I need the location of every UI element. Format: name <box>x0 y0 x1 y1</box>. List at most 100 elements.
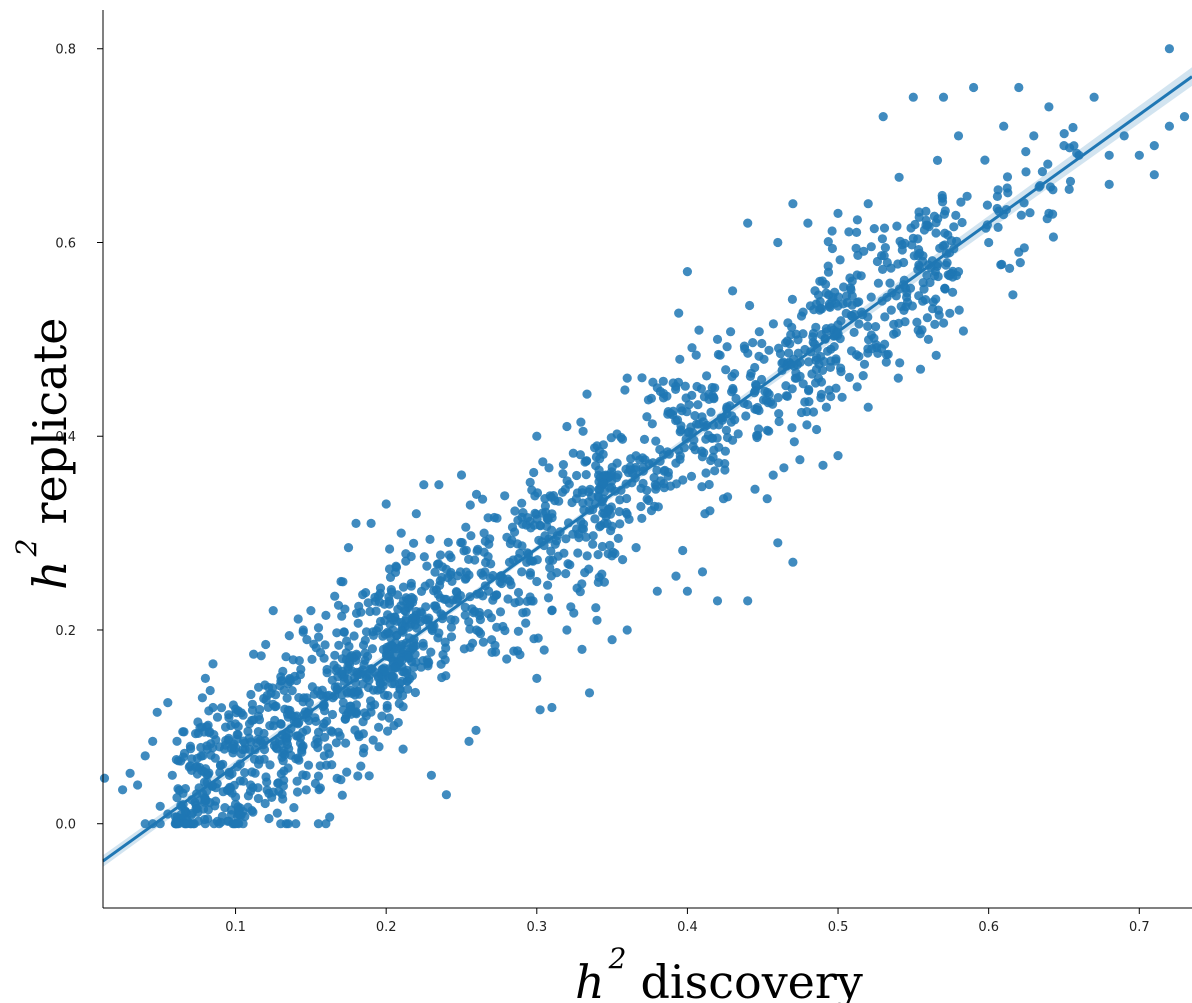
scatter-point <box>272 808 282 818</box>
scatter-point <box>824 385 834 395</box>
scatter-point <box>592 615 602 625</box>
scatter-point <box>1104 179 1114 189</box>
scatter-point <box>577 485 588 495</box>
scatter-point <box>1025 208 1035 218</box>
scatter-point <box>930 319 940 329</box>
scatter-point <box>504 557 515 567</box>
scatter-point <box>261 639 271 650</box>
scatter-point <box>869 224 879 234</box>
scatter-point <box>197 693 207 703</box>
scatter-point <box>922 313 933 323</box>
scatter-point <box>472 546 482 556</box>
scatter-point <box>170 812 181 822</box>
scatter-point <box>746 368 756 378</box>
scatter-point <box>743 596 753 606</box>
scatter-point <box>590 514 600 524</box>
scatter-point <box>277 789 287 799</box>
scatter-point <box>651 436 661 446</box>
scatter-point <box>613 470 623 480</box>
y-tick-label: 0.6 <box>55 236 76 251</box>
scatter-point <box>441 790 451 800</box>
scatter-point <box>885 278 895 288</box>
scatter-point <box>384 713 394 723</box>
scatter-point <box>351 518 361 529</box>
scatter-point <box>937 190 947 201</box>
scatter-point <box>401 614 411 624</box>
scatter-point <box>919 225 930 235</box>
scatter-point <box>774 409 784 419</box>
scatter-point <box>196 751 206 761</box>
scatter-point <box>878 112 888 122</box>
scatter-point <box>706 407 716 417</box>
scatter-point <box>272 744 282 754</box>
scatter-point <box>615 519 625 529</box>
scatter-point <box>593 550 603 560</box>
scatter-point <box>819 356 829 367</box>
scatter-point <box>945 308 955 318</box>
scatter-point <box>374 742 384 752</box>
scatter-point <box>517 541 527 551</box>
scatter-point <box>479 528 489 538</box>
x-axis-ticks: 0.1 0.2 0.3 0.4 0.5 0.6 0.7 <box>225 908 1150 935</box>
scatter-point <box>254 759 264 769</box>
scatter-point <box>802 420 812 430</box>
scatter-point <box>210 753 220 763</box>
scatter-point <box>495 607 506 617</box>
scatter-point <box>831 354 841 364</box>
scatter-point <box>1164 121 1174 131</box>
scatter-point <box>216 703 227 713</box>
scatter-point <box>572 470 582 481</box>
scatter-point <box>812 424 822 435</box>
scatter-point <box>356 761 366 771</box>
scatter-point <box>411 509 421 519</box>
data-points <box>99 44 1190 829</box>
scatter-point <box>316 648 326 658</box>
scatter-point <box>580 568 590 578</box>
scatter-point <box>773 237 783 248</box>
scatter-point <box>288 655 298 665</box>
scatter-point <box>969 82 979 93</box>
scatter-point <box>309 689 319 699</box>
y-axis-label-base: h <box>23 560 77 590</box>
scatter-point <box>422 561 432 571</box>
scatter-point <box>220 803 230 813</box>
scatter-point <box>762 494 772 504</box>
scatter-point <box>440 637 450 647</box>
scatter-point <box>931 350 941 360</box>
scatter-point <box>163 698 173 708</box>
scatter-point <box>320 732 330 742</box>
scatter-point <box>351 608 362 619</box>
scatter-point <box>397 656 407 666</box>
scatter-point <box>568 448 578 458</box>
scatter-point <box>1048 185 1058 195</box>
scatter-point <box>289 803 299 813</box>
scatter-point <box>374 597 385 607</box>
scatter-point <box>307 654 317 665</box>
scatter-point <box>368 735 378 745</box>
scatter-point <box>674 308 684 318</box>
scatter-point <box>488 595 498 605</box>
scatter-point <box>351 649 362 659</box>
scatter-point <box>687 343 697 353</box>
scatter-point <box>821 324 832 334</box>
scatter-point <box>513 626 524 636</box>
scatter-point <box>877 234 888 244</box>
scatter-point <box>1008 290 1018 300</box>
scatter-point <box>908 233 918 243</box>
scatter-point <box>572 583 582 593</box>
scatter-point <box>743 400 753 410</box>
scatter-point <box>500 625 510 636</box>
scatter-point <box>510 506 520 516</box>
scatter-point <box>836 367 846 377</box>
scatter-point <box>382 700 392 711</box>
scatter-point <box>313 623 324 633</box>
scatter-point <box>652 465 662 475</box>
scatter-point <box>697 412 707 422</box>
scatter-point <box>321 610 331 621</box>
scatter-point <box>148 736 158 747</box>
scatter-point <box>360 635 370 645</box>
scatter-point <box>789 437 799 447</box>
scatter-point <box>386 613 396 623</box>
scatter-point <box>310 778 320 789</box>
scatter-point <box>652 586 662 596</box>
